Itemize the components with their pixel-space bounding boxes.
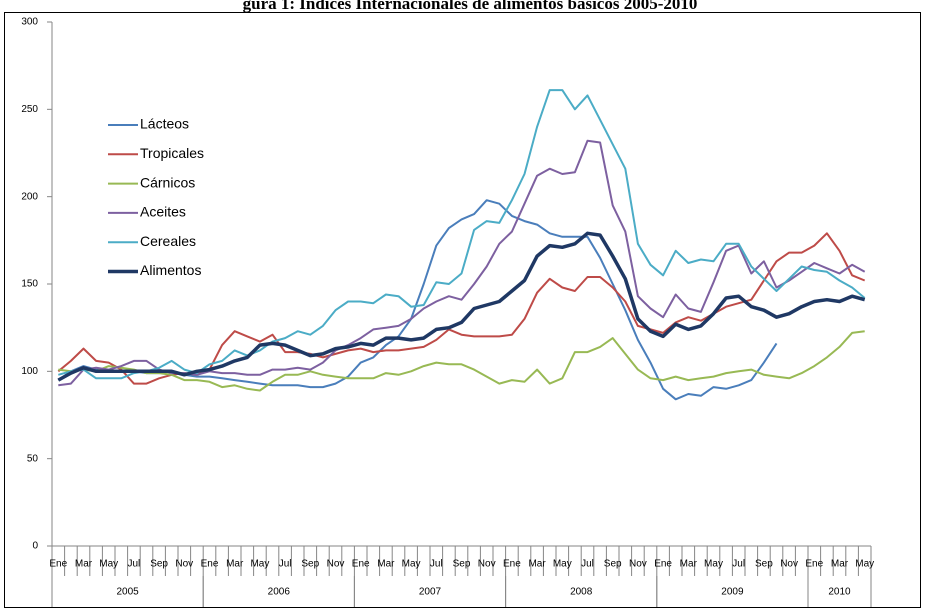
- x-tick-label: Jul: [128, 559, 141, 570]
- legend-label: Cereales: [140, 233, 196, 249]
- x-tick-label: May: [553, 559, 572, 570]
- legend-label: Lácteos: [140, 116, 189, 132]
- x-tick-label: Ene: [805, 559, 823, 570]
- legend-label: Cárnicos: [140, 174, 195, 190]
- y-tick-label: 250: [21, 104, 38, 115]
- year-label: 2007: [419, 587, 442, 598]
- x-tick-label: Sep: [301, 559, 319, 570]
- x-tick-label: Jul: [581, 559, 594, 570]
- x-tick-label: Ene: [654, 559, 672, 570]
- x-tick-label: Mar: [528, 559, 546, 570]
- year-label: 2005: [116, 587, 139, 598]
- legend-label: Aceites: [140, 204, 186, 220]
- x-tick-label: Sep: [150, 559, 168, 570]
- legend-label: Alimentos: [140, 262, 201, 278]
- x-tick-label: Mar: [226, 559, 244, 570]
- x-tick-label: Ene: [352, 559, 370, 570]
- x-tick-label: Sep: [604, 559, 622, 570]
- year-label: 2008: [570, 587, 593, 598]
- year-label: 2009: [721, 587, 744, 598]
- legend-label: Tropicales: [140, 145, 204, 161]
- x-tick-label: Ene: [503, 559, 521, 570]
- x-tick-label: Nov: [780, 559, 798, 570]
- x-tick-label: May: [250, 559, 269, 570]
- x-tick-label: Nov: [175, 559, 193, 570]
- x-tick-label: Jul: [430, 559, 443, 570]
- series-line: [57, 231, 866, 382]
- x-tick-label: Nov: [327, 559, 345, 570]
- y-tick-label: 50: [27, 453, 39, 464]
- x-tick-label: Mar: [680, 559, 698, 570]
- x-tick-label: Nov: [478, 559, 496, 570]
- x-tick-label: Mar: [377, 559, 395, 570]
- x-tick-label: Sep: [453, 559, 471, 570]
- x-tick-label: May: [402, 559, 421, 570]
- x-tick-label: Ene: [201, 559, 219, 570]
- frame: [4, 12, 921, 608]
- series-line: [58, 330, 865, 392]
- x-tick-label: Jul: [279, 559, 292, 570]
- y-tick-label: 200: [21, 191, 38, 202]
- year-label: 2010: [828, 587, 851, 598]
- x-tick-label: Sep: [755, 559, 773, 570]
- y-tick-label: 100: [21, 366, 38, 377]
- x-tick-label: Nov: [629, 559, 647, 570]
- chart-title: gura 1: Índices Internacionales de alime…: [243, 0, 698, 13]
- y-tick-label: 150: [21, 279, 38, 290]
- x-tick-label: May: [99, 559, 118, 570]
- x-tick-label: Mar: [75, 559, 93, 570]
- x-tick-label: Ene: [49, 559, 67, 570]
- y-tick-label: 300: [21, 17, 38, 28]
- x-tick-label: Mar: [831, 559, 849, 570]
- y-tick-label: 0: [32, 541, 38, 552]
- x-tick-label: May: [704, 559, 723, 570]
- year-label: 2006: [268, 587, 291, 598]
- x-tick-label: May: [855, 559, 874, 570]
- x-tick-label: Jul: [732, 559, 745, 570]
